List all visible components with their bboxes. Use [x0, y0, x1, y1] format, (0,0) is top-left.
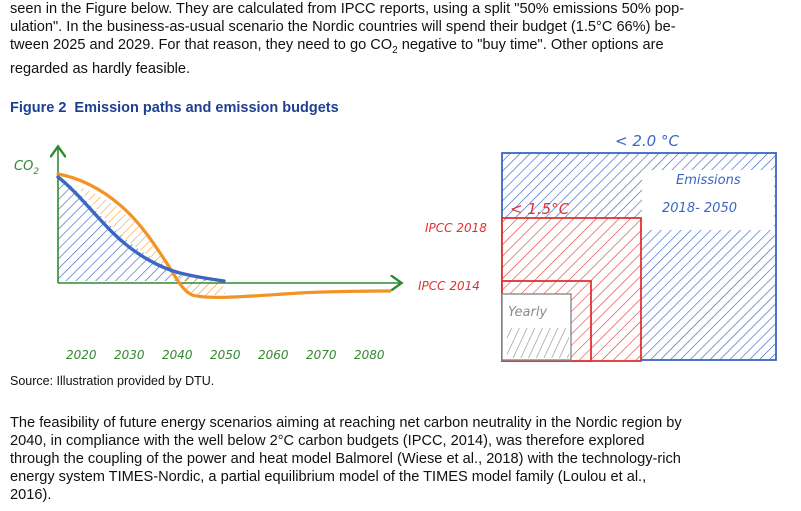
budget-2c-label: < 2.0 °C: [615, 132, 679, 150]
figure-title: Figure 2 Emission paths and emission budg…: [10, 100, 339, 116]
x-tick-2060: 2060: [258, 348, 289, 362]
outro-line-2: 2040, in compliance with the well below …: [10, 433, 645, 449]
ipcc-2018-label: IPCC 2018: [425, 221, 487, 235]
intro-paragraph: seen in the Figure below. They are calcu…: [10, 0, 792, 78]
outro-line-4: energy system TIMES-Nordic, a partial eq…: [10, 469, 647, 485]
outro-paragraph: The feasibility of future energy scenari…: [10, 414, 792, 504]
emissions-label-bg: [642, 170, 774, 230]
figure-number: Figure 2: [10, 100, 67, 116]
outro-line-3: through the coupling of the power and he…: [10, 451, 681, 467]
yearly-hatch: [507, 328, 569, 358]
outro-line-1: The feasibility of future energy scenari…: [10, 415, 682, 431]
blue-emission-path: [56, 175, 226, 283]
x-tick-2050: 2050: [210, 348, 241, 362]
x-tick-2030: 2030: [114, 348, 145, 362]
yearly-label: Yearly: [508, 305, 547, 320]
figure-caption: Emission paths and emission budgets: [74, 100, 339, 116]
emission-figure: CO2 2020 2030 2040 2050 2060 2070 2080 < 2.0 °…: [14, 132, 777, 362]
emission-paths-chart: CO2 2020 2030 2040 2050 2060 2070 2080: [14, 148, 400, 362]
x-tick-labels: 2020 2030 2040 2050 2060 2070 2080: [66, 348, 385, 362]
outro-line-5: 2016).: [10, 487, 52, 503]
intro-line-4: regarded as hardly feasible.: [10, 60, 191, 77]
emissions-label: Emissions: [676, 173, 741, 188]
orange-emission-path: [56, 172, 392, 299]
x-tick-2040: 2040: [162, 348, 193, 362]
blue-path-area: [58, 176, 222, 281]
co2-subscript: 2: [392, 44, 398, 56]
intro-line-3: tween 2025 and 2029. For that reason, th…: [10, 37, 664, 56]
intro-line-2: ulation". In the business-as-usual scena…: [10, 19, 676, 35]
x-tick-2020: 2020: [66, 348, 97, 362]
x-tick-2080: 2080: [354, 348, 385, 362]
emission-budgets-diagram: < 2.0 °C Emissions 2018- 2050 < 1.5°C Ye…: [418, 132, 777, 362]
y-axis-label: CO2: [14, 159, 39, 177]
budget-15c-label: < 1.5°C: [510, 200, 570, 218]
emissions-period-label: 2018- 2050: [662, 201, 737, 216]
figure-source: Source: Illustration provided by DTU.: [10, 374, 215, 388]
intro-line-1: seen in the Figure below. They are calcu…: [10, 1, 685, 17]
ipcc-2014-label: IPCC 2014: [418, 279, 480, 293]
x-tick-2070: 2070: [306, 348, 337, 362]
